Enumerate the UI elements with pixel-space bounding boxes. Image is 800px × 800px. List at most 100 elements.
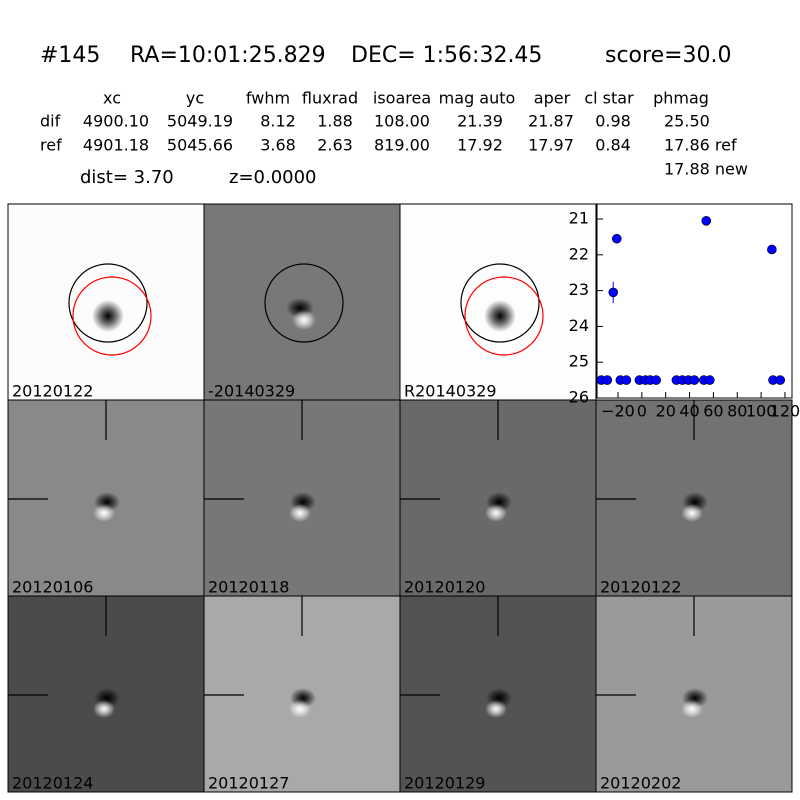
panel-label: 20120122 xyxy=(600,578,681,597)
cell: 8.12 xyxy=(260,112,296,131)
x-tick-label: 80 xyxy=(727,402,747,421)
cell: 4900.10 xyxy=(83,112,149,131)
cell: 2.63 xyxy=(317,136,353,155)
ra: RA=10:01:25.829 xyxy=(130,43,326,68)
y-tick-label: 22 xyxy=(569,244,589,263)
x-tick-label: 120 xyxy=(770,402,800,421)
image-panel: 20120122 xyxy=(7,203,205,401)
image-panel: 20120106 xyxy=(7,399,205,597)
column-header: isoarea xyxy=(373,89,431,108)
aperture-ref xyxy=(264,263,344,343)
panel-label: 20120120 xyxy=(404,578,485,597)
cell: 0.84 xyxy=(595,136,631,155)
column-header: yc xyxy=(186,89,204,108)
y-tick-label: 24 xyxy=(569,316,589,335)
psf-light xyxy=(289,700,311,718)
image-panel: 20120127 xyxy=(203,595,401,793)
x-tick-label: 100 xyxy=(746,402,777,421)
cell: 5049.19 xyxy=(167,112,233,131)
panel-label: -20140329 xyxy=(208,382,295,401)
y-tick-label: 23 xyxy=(569,280,589,299)
point xyxy=(611,233,622,244)
cell: 25.50 xyxy=(664,112,710,131)
cell: 819.00 xyxy=(374,136,430,155)
x-tick-label: 20 xyxy=(656,402,676,421)
cell: 17.92 xyxy=(457,136,503,155)
image-panel: 20120124 xyxy=(7,595,205,793)
point xyxy=(602,375,613,385)
aperture-ref xyxy=(460,263,540,343)
dist: dist= 3.70 xyxy=(80,167,174,188)
point xyxy=(767,244,777,255)
column-header: fwhm xyxy=(246,89,290,108)
cell: 108.00 xyxy=(374,112,430,131)
cell: 17.86 ref xyxy=(664,136,737,155)
psf-light xyxy=(681,700,703,718)
panel-label: 20120202 xyxy=(600,774,681,793)
column-header: phmag xyxy=(653,89,709,108)
cell: 17.97 xyxy=(528,136,574,155)
source xyxy=(484,300,516,332)
y-tick-label: 26 xyxy=(569,388,589,407)
panel-label: R20140329 xyxy=(404,382,497,401)
column-header: fluxrad xyxy=(302,89,358,108)
psf-light xyxy=(292,310,316,330)
point xyxy=(705,375,715,385)
panel-label: 20120122 xyxy=(12,382,93,401)
column-header: mag auto xyxy=(439,89,516,108)
panel-label: 20120124 xyxy=(12,774,93,793)
image-panel: 20120129 xyxy=(399,595,597,793)
aperture-new xyxy=(72,276,152,356)
image-panel: 20120122 xyxy=(595,399,793,597)
plot-area xyxy=(596,203,793,399)
y-tick-label: 25 xyxy=(569,352,589,371)
image-panel: R20140329 xyxy=(399,203,597,401)
column-header: aper xyxy=(534,89,571,108)
redshift: z=0.0000 xyxy=(229,167,317,188)
psf-light xyxy=(485,700,507,718)
panel-label: 20120106 xyxy=(12,578,93,597)
panel-label: 20120118 xyxy=(208,578,289,597)
cell: 21.39 xyxy=(457,112,503,131)
column-header: cl star xyxy=(584,89,634,108)
point xyxy=(621,375,632,385)
image-panel: 20120202 xyxy=(595,595,793,793)
cell: 5045.66 xyxy=(167,136,233,155)
row-label: ref xyxy=(40,136,62,155)
cell: 21.87 xyxy=(528,112,574,131)
panel-label: 20120127 xyxy=(208,774,289,793)
point xyxy=(701,216,712,226)
source xyxy=(92,300,124,332)
panel-label: 20120129 xyxy=(404,774,485,793)
point xyxy=(775,375,785,385)
image-panel: -20140329 xyxy=(203,203,401,401)
aperture-new xyxy=(464,276,544,356)
cell: 4901.18 xyxy=(83,136,149,155)
psf-light xyxy=(93,504,115,522)
y-tick-label: 21 xyxy=(569,209,589,228)
phmag-new: 17.88 new xyxy=(664,160,748,179)
dec: DEC= 1:56:32.45 xyxy=(351,43,542,68)
psf-light xyxy=(485,504,507,522)
x-tick-label: 60 xyxy=(703,402,723,421)
x-tick-label: −20 xyxy=(601,402,635,421)
object-id: #145 xyxy=(40,43,100,68)
score: score=30.0 xyxy=(605,43,732,68)
psf-light xyxy=(681,504,703,522)
point xyxy=(651,375,661,385)
cell: 3.68 xyxy=(260,136,296,155)
aperture-ref xyxy=(68,263,148,343)
row-label: dif xyxy=(40,112,61,131)
column-header: xc xyxy=(103,89,121,108)
cell: 1.88 xyxy=(317,112,353,131)
cell: 0.98 xyxy=(595,112,631,131)
point xyxy=(608,287,619,298)
psf-light xyxy=(289,504,311,522)
x-tick-label: 40 xyxy=(679,402,699,421)
image-panel: 20120120 xyxy=(399,399,597,597)
x-tick-label: 0 xyxy=(637,402,647,421)
psf-light xyxy=(93,700,115,718)
image-panel: 20120118 xyxy=(203,399,401,597)
point xyxy=(689,375,700,385)
